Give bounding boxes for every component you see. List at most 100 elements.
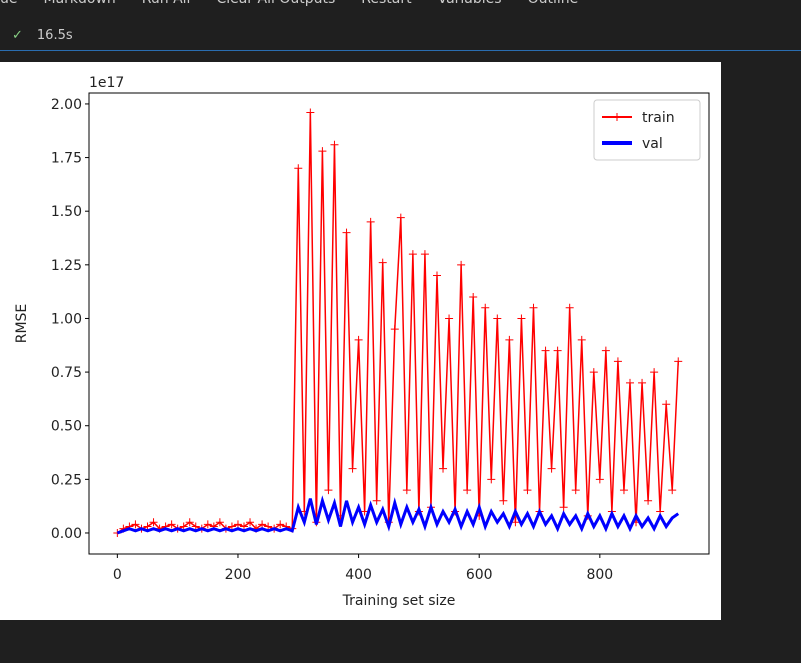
y-tick-label: 2.00	[51, 97, 82, 113]
toolbar-item[interactable]: ue	[0, 0, 18, 11]
point-marker	[601, 346, 610, 355]
point-marker	[547, 464, 556, 473]
point-marker	[613, 357, 622, 366]
offset-label: 1e17	[89, 75, 124, 91]
point-marker	[294, 164, 303, 173]
point-marker	[342, 228, 351, 237]
point-marker	[505, 335, 514, 344]
point-marker	[445, 314, 454, 323]
point-marker	[577, 335, 586, 344]
point-marker	[203, 520, 212, 529]
point-marker	[432, 271, 441, 280]
point-marker	[457, 260, 466, 269]
legend-label: train	[642, 110, 675, 126]
y-tick-label: 1.50	[51, 204, 82, 220]
y-tick-label: 0.50	[51, 419, 82, 435]
toolbar: ue Markdown Run All Clear All Outputs Restar…	[0, 0, 578, 11]
toolbar-item[interactable]: Restart	[361, 0, 411, 11]
y-tick-label: 1.25	[51, 258, 82, 274]
point-marker	[644, 496, 653, 505]
point-marker	[246, 518, 255, 527]
point-marker	[233, 520, 242, 529]
point-marker	[559, 503, 568, 512]
x-tick-label: 800	[586, 567, 613, 583]
point-marker	[143, 522, 152, 531]
toolbar-item[interactable]: Run All	[142, 0, 191, 11]
point-marker	[481, 303, 490, 312]
point-marker	[179, 522, 188, 531]
toolbar-item[interactable]: Markdown	[44, 0, 116, 11]
y-tick-label: 0.25	[51, 472, 82, 488]
point-marker	[390, 325, 399, 334]
point-marker	[493, 314, 502, 323]
check-icon: ✓	[12, 28, 23, 43]
point-marker	[396, 213, 405, 222]
point-marker	[306, 108, 315, 117]
point-marker	[276, 520, 285, 529]
point-marker	[185, 518, 194, 527]
point-marker	[517, 314, 526, 323]
y-axis-label: RMSE	[14, 304, 30, 344]
legend-label: val	[642, 136, 663, 152]
point-marker	[668, 486, 677, 495]
point-marker	[463, 486, 472, 495]
point-marker	[650, 368, 659, 377]
separator	[0, 50, 801, 51]
point-marker	[420, 250, 429, 259]
point-marker	[264, 522, 273, 531]
point-marker	[149, 518, 158, 527]
point-marker	[354, 335, 363, 344]
point-marker	[511, 518, 520, 527]
point-marker	[499, 496, 508, 505]
y-tick-label: 0.00	[51, 526, 82, 542]
point-marker	[378, 258, 387, 267]
point-marker	[318, 147, 327, 156]
axes-frame	[88, 92, 710, 555]
point-marker	[553, 346, 562, 355]
point-marker	[372, 496, 381, 505]
point-marker	[240, 522, 248, 531]
legend-marker	[613, 113, 621, 121]
point-marker	[565, 303, 574, 312]
toolbar-item[interactable]: Clear All Outputs	[216, 0, 335, 11]
x-tick-label: 600	[466, 567, 493, 583]
point-marker	[131, 520, 140, 529]
point-marker	[595, 475, 604, 484]
point-marker	[571, 486, 580, 495]
x-tick-label: 400	[345, 567, 372, 583]
point-marker	[439, 464, 448, 473]
x-tick-label: 0	[113, 567, 122, 583]
series-line	[116, 495, 680, 535]
point-marker	[469, 293, 478, 302]
point-marker	[191, 522, 200, 531]
point-marker	[662, 400, 671, 409]
point-marker	[619, 486, 628, 495]
point-marker	[324, 486, 333, 495]
series-line	[116, 112, 679, 534]
y-tick-label: 0.75	[51, 365, 82, 381]
toolbar-item[interactable]: Outline	[528, 0, 579, 11]
x-axis-label: Training set size	[342, 593, 456, 609]
y-tick-label: 1.00	[51, 311, 82, 327]
point-marker	[541, 346, 550, 355]
point-marker	[523, 486, 532, 495]
point-marker	[348, 464, 357, 473]
point-marker	[227, 522, 236, 531]
point-marker	[366, 217, 375, 226]
point-marker	[589, 368, 598, 377]
point-marker	[258, 520, 267, 529]
point-marker	[638, 378, 647, 387]
toolbar-item[interactable]: Variables	[438, 0, 502, 11]
point-marker	[674, 357, 683, 366]
point-marker	[625, 378, 634, 387]
point-marker	[330, 140, 339, 149]
y-tick-label: 1.75	[51, 151, 82, 167]
point-marker	[167, 520, 176, 529]
point-marker	[529, 303, 538, 312]
point-marker	[402, 486, 411, 495]
point-marker	[408, 250, 417, 259]
point-marker	[215, 518, 224, 527]
point-marker	[487, 475, 496, 484]
